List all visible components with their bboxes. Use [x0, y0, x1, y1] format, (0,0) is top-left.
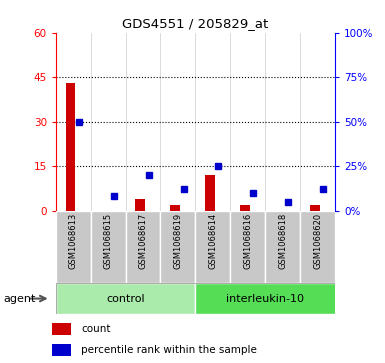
Text: GSM1068613: GSM1068613 [69, 213, 78, 269]
Bar [52, 323, 71, 335]
Text: GSM1068618: GSM1068618 [278, 213, 287, 269]
Bar [240, 205, 250, 211]
Text: count: count [81, 324, 110, 334]
Text: control: control [106, 294, 145, 303]
Bar [170, 205, 180, 211]
Bar [91, 211, 126, 283]
Text: agent: agent [4, 294, 36, 303]
Bar [161, 211, 195, 283]
Text: GSM1068615: GSM1068615 [104, 213, 113, 269]
Bar [56, 283, 195, 314]
Bar [195, 211, 230, 283]
Text: GSM1068619: GSM1068619 [173, 213, 182, 269]
Text: GSM1068617: GSM1068617 [139, 213, 147, 269]
Bar [230, 211, 265, 283]
Text: interleukin-10: interleukin-10 [226, 294, 304, 303]
Bar [52, 344, 71, 356]
Title: GDS4551 / 205829_at: GDS4551 / 205829_at [122, 17, 268, 30]
Text: GSM1068620: GSM1068620 [313, 213, 322, 269]
Bar [56, 211, 91, 283]
Bar [136, 199, 145, 211]
Text: GSM1068614: GSM1068614 [208, 213, 218, 269]
Bar [205, 175, 215, 211]
Text: percentile rank within the sample: percentile rank within the sample [81, 345, 257, 355]
Bar [310, 205, 320, 211]
Bar [265, 211, 300, 283]
Bar [126, 211, 161, 283]
Bar [65, 83, 75, 211]
Bar [300, 211, 335, 283]
Bar [195, 283, 352, 314]
Text: GSM1068616: GSM1068616 [243, 213, 252, 269]
